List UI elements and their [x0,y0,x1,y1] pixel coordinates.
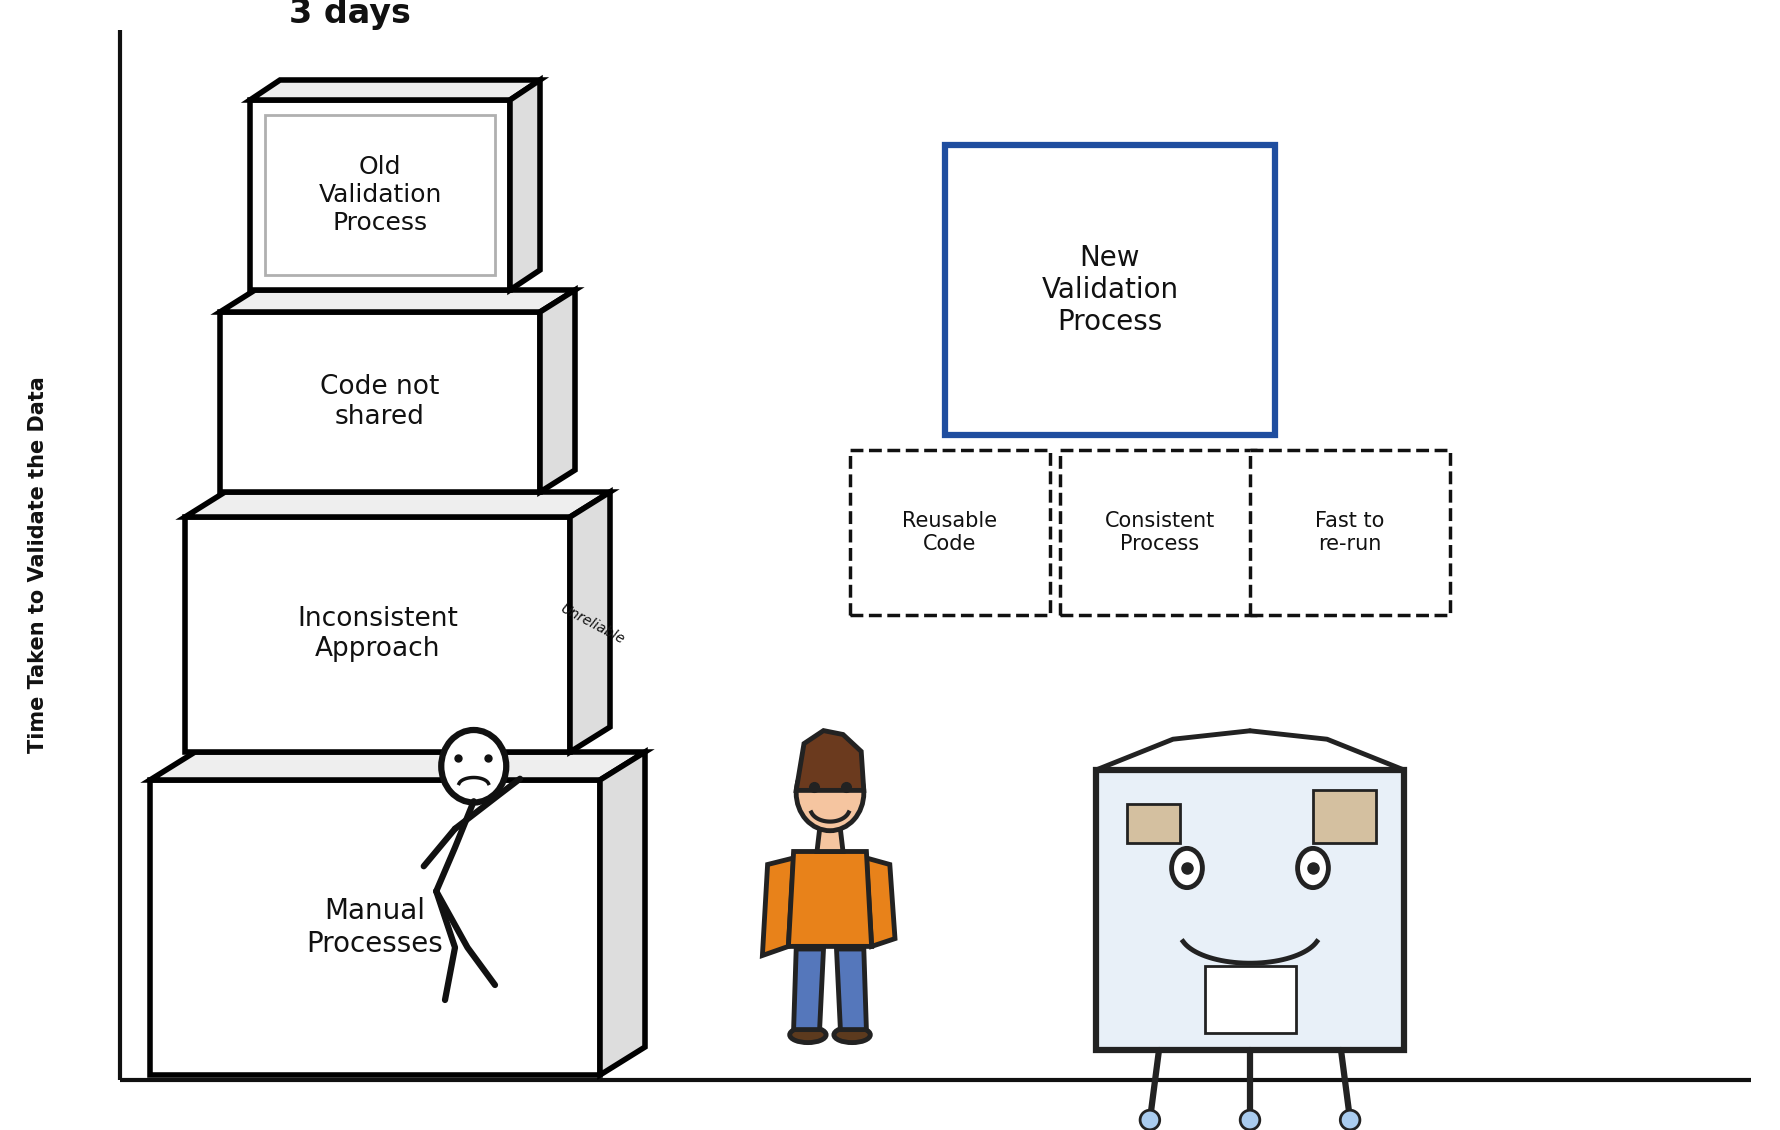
FancyBboxPatch shape [1095,770,1403,1050]
Text: Time Taken to Validate the Data: Time Taken to Validate the Data [28,376,48,754]
Polygon shape [837,949,865,1029]
Polygon shape [185,492,611,518]
Polygon shape [150,751,644,780]
Ellipse shape [833,1027,870,1043]
Polygon shape [789,852,870,947]
Polygon shape [600,751,644,1075]
Text: Manual
Processes: Manual Processes [306,897,443,958]
Circle shape [1340,1110,1360,1130]
FancyBboxPatch shape [1059,450,1258,615]
Text: Old
Validation
Process: Old Validation Process [319,155,441,235]
Text: Reusable
Code: Reusable Code [902,511,997,554]
Polygon shape [539,290,575,492]
Text: 3 days: 3 days [288,0,411,31]
Polygon shape [509,80,539,290]
Polygon shape [865,858,895,947]
FancyBboxPatch shape [1127,803,1180,843]
Polygon shape [762,858,794,956]
FancyBboxPatch shape [1250,450,1449,615]
Polygon shape [221,312,539,492]
Polygon shape [570,492,611,751]
Circle shape [1239,1110,1258,1130]
Ellipse shape [789,1027,826,1043]
Polygon shape [150,780,600,1075]
Text: Fast to
re-run: Fast to re-run [1315,511,1383,554]
Ellipse shape [441,730,506,802]
Polygon shape [817,829,842,852]
Bar [265,115,495,275]
Text: Code not
shared: Code not shared [320,374,440,431]
Ellipse shape [796,755,863,831]
Polygon shape [221,290,575,312]
FancyBboxPatch shape [1205,966,1296,1033]
FancyBboxPatch shape [849,450,1050,615]
Text: Inconsistent
Approach: Inconsistent Approach [297,607,457,662]
Polygon shape [794,949,822,1029]
Circle shape [1139,1110,1159,1130]
Polygon shape [185,518,570,751]
Text: New
Validation
Process: New Validation Process [1041,244,1178,337]
Text: 30 mins: 30 mins [1274,484,1424,516]
Text: Consistent
Process: Consistent Process [1104,511,1214,554]
FancyBboxPatch shape [945,145,1274,435]
Ellipse shape [1298,849,1328,887]
Text: Unreliable: Unreliable [557,602,627,647]
FancyBboxPatch shape [1312,790,1376,843]
Ellipse shape [1171,849,1202,887]
Polygon shape [249,99,509,290]
Polygon shape [249,80,539,99]
Polygon shape [796,731,863,790]
